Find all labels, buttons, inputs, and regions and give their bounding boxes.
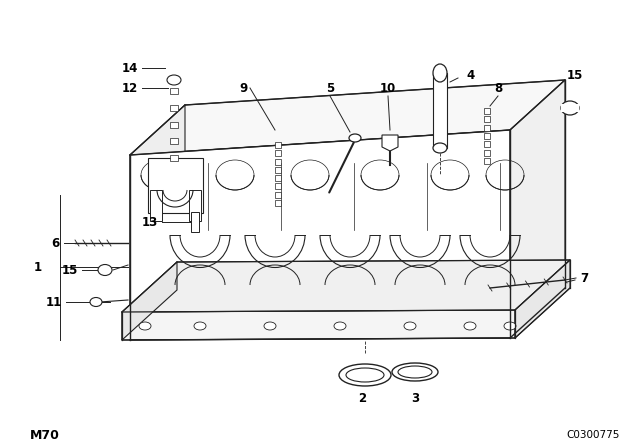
Bar — [170, 105, 178, 111]
Text: 14: 14 — [122, 61, 138, 74]
Bar — [433, 73, 447, 148]
Ellipse shape — [433, 143, 447, 153]
Text: 2: 2 — [358, 392, 366, 405]
Ellipse shape — [464, 322, 476, 330]
Polygon shape — [122, 260, 570, 312]
Ellipse shape — [561, 101, 579, 115]
Polygon shape — [515, 260, 570, 338]
Bar — [275, 192, 281, 198]
Polygon shape — [122, 262, 177, 340]
Bar — [484, 158, 490, 164]
Bar — [275, 150, 281, 156]
Bar — [191, 212, 199, 232]
Text: 11: 11 — [45, 296, 62, 309]
Text: 8: 8 — [494, 82, 502, 95]
Bar — [170, 155, 178, 161]
Ellipse shape — [339, 364, 391, 386]
Ellipse shape — [194, 322, 206, 330]
Text: 15: 15 — [61, 263, 78, 276]
Bar — [170, 121, 178, 128]
Ellipse shape — [392, 363, 438, 381]
Text: 7: 7 — [580, 271, 588, 284]
Ellipse shape — [264, 322, 276, 330]
Bar — [189, 190, 201, 221]
Text: 15: 15 — [567, 69, 583, 82]
Ellipse shape — [346, 368, 384, 382]
Ellipse shape — [98, 264, 112, 276]
Text: 1: 1 — [34, 260, 42, 273]
Text: 12: 12 — [122, 82, 138, 95]
Polygon shape — [130, 80, 565, 155]
Ellipse shape — [404, 322, 416, 330]
Bar — [170, 88, 178, 94]
Polygon shape — [510, 80, 565, 318]
Bar — [484, 150, 490, 155]
Bar — [150, 190, 162, 221]
Text: 9: 9 — [240, 82, 248, 95]
Bar — [275, 183, 281, 190]
Text: 3: 3 — [411, 392, 419, 405]
Bar — [275, 167, 281, 173]
Ellipse shape — [90, 297, 102, 306]
Text: 10: 10 — [380, 82, 396, 95]
Polygon shape — [130, 130, 510, 338]
Bar — [484, 141, 490, 147]
Polygon shape — [382, 135, 398, 151]
Polygon shape — [148, 158, 203, 213]
Text: 13: 13 — [141, 215, 158, 228]
Ellipse shape — [433, 64, 447, 82]
Text: 6: 6 — [52, 237, 60, 250]
Ellipse shape — [398, 366, 432, 378]
Ellipse shape — [167, 75, 181, 85]
Polygon shape — [122, 310, 515, 340]
Bar — [275, 175, 281, 181]
Bar — [484, 133, 490, 139]
Text: 5: 5 — [326, 82, 334, 95]
Ellipse shape — [349, 134, 361, 142]
Polygon shape — [130, 105, 185, 338]
Bar — [484, 116, 490, 122]
Bar — [275, 200, 281, 206]
Bar — [170, 138, 178, 144]
Text: 4: 4 — [466, 69, 474, 82]
Text: C0300775: C0300775 — [566, 430, 620, 440]
Bar — [484, 108, 490, 114]
Bar — [275, 159, 281, 164]
Bar — [484, 125, 490, 131]
Text: M70: M70 — [30, 428, 60, 441]
Bar — [275, 142, 281, 148]
Bar — [561, 104, 579, 112]
Ellipse shape — [504, 322, 516, 330]
Ellipse shape — [139, 322, 151, 330]
Ellipse shape — [334, 322, 346, 330]
